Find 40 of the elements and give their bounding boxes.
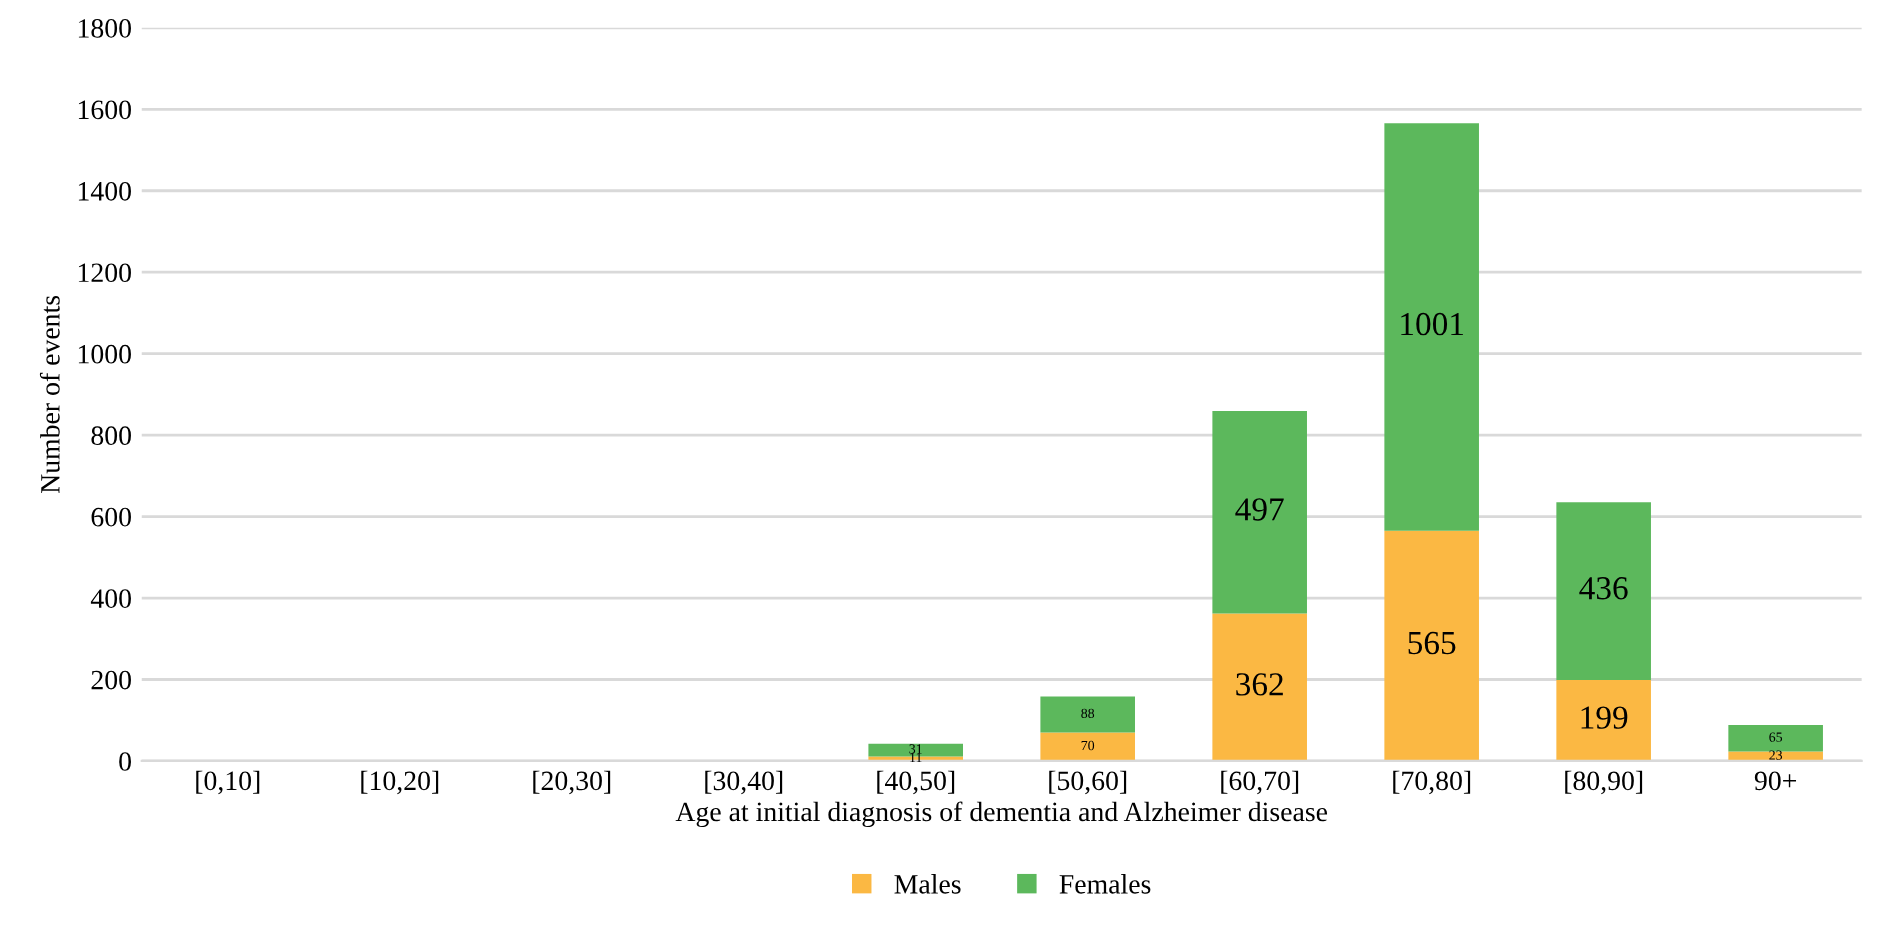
data-label: 362 — [1236, 673, 1283, 696]
x-axis-title: Age at initial diagnosis of dementia and Alzheimer disease — [675, 801, 1328, 827]
x-tick-label: [30,40] — [705, 770, 783, 795]
bar — [868, 743, 963, 757]
data-label: 497 — [1235, 498, 1284, 521]
y-tick-label: 800 — [91, 426, 131, 446]
bar — [1040, 696, 1135, 733]
x-tick-label: [50,60] — [1049, 770, 1127, 795]
y-tick-label: 200 — [91, 670, 131, 690]
legend-label: Males — [894, 874, 961, 894]
x-tick-label: [0,10] — [196, 770, 260, 795]
bar — [1728, 725, 1823, 752]
x-tick-label: [40,50] — [877, 770, 955, 795]
legend-label: Females — [1059, 874, 1151, 894]
x-tick-label: [80,90] — [1565, 770, 1643, 795]
data-label: 1001 — [1401, 312, 1464, 336]
bar — [1212, 613, 1307, 761]
x-tick-label: 90+ — [1754, 771, 1797, 791]
x-tick-label: [10,20] — [361, 770, 439, 795]
bar — [1556, 502, 1651, 680]
bar — [1384, 123, 1479, 531]
x-tick-label: [60,70] — [1221, 770, 1299, 795]
x-tick-label: [70,80] — [1393, 770, 1471, 795]
y-tick-label: 1600 — [78, 100, 131, 120]
bar — [1384, 530, 1479, 761]
y-tick-label: 600 — [91, 507, 131, 527]
x-tick-label: [20,30] — [533, 770, 611, 795]
data-label: 199 — [1581, 706, 1628, 729]
y-tick-label: 1200 — [78, 263, 131, 283]
y-tick-label: 1400 — [78, 181, 131, 201]
y-tick-label: 0 — [119, 752, 131, 771]
data-label: 565 — [1408, 631, 1456, 655]
bar — [1212, 411, 1307, 614]
y-tick-label: 400 — [90, 589, 131, 608]
bar — [1556, 679, 1651, 761]
data-label: 436 — [1579, 577, 1628, 600]
y-axis-title: Number of events — [39, 295, 60, 494]
y-tick-label: 1000 — [78, 344, 131, 364]
bar — [1040, 732, 1135, 761]
y-tick-label: 1800 — [78, 19, 131, 38]
